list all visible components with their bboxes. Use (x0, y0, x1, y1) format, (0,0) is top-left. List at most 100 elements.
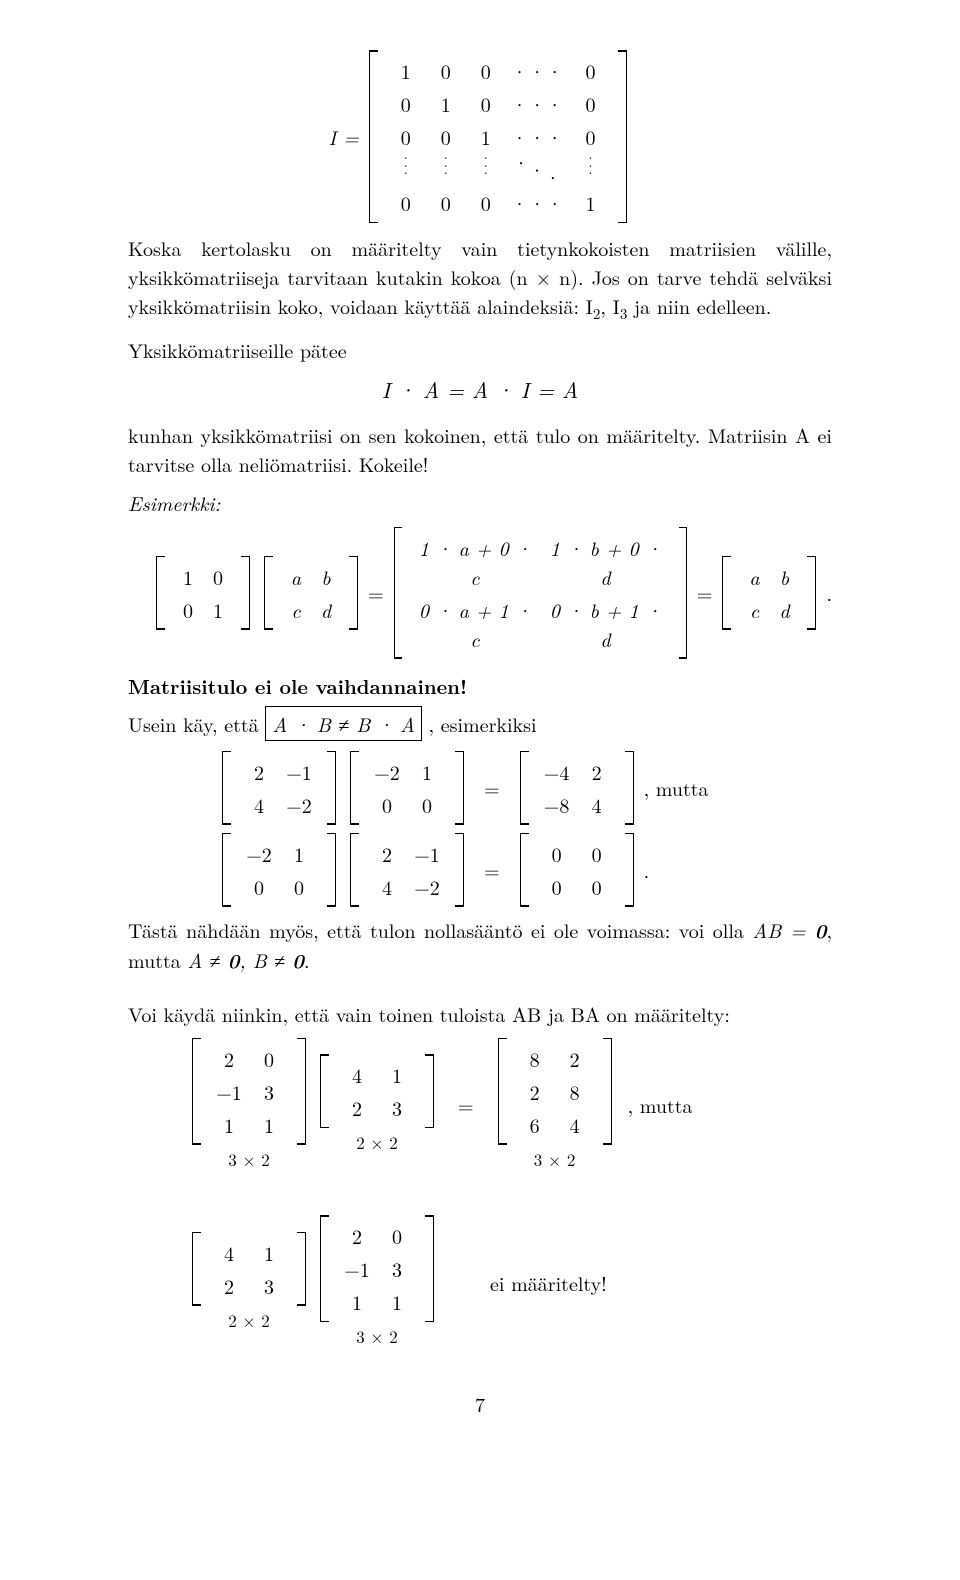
cell: 2 (555, 1042, 595, 1075)
cell: −1 (337, 1252, 377, 1285)
ex2a-m2: −21 00 (350, 751, 464, 825)
ex2b-m2: 2−1 4−2 (350, 833, 464, 907)
cell: 0 (203, 560, 233, 593)
ex3b-m2: 20 −13 11 (320, 1215, 434, 1322)
example-1-equation: 10 01 ab cd = 1 · a + 0 · c1 · b + 0 · d… (128, 527, 832, 659)
para1-end: ja niin edelleen. (627, 291, 771, 320)
ex3a-res-dim: 3 × 2 (534, 1147, 576, 1172)
cell: 1 (279, 837, 319, 870)
cell: −2 (407, 870, 447, 903)
paragraph-2: Yksikkömatriiseille pätee (128, 335, 832, 364)
cell: 2 (367, 837, 407, 870)
equals-sign: = (444, 1090, 488, 1119)
para1-mid: , I (600, 291, 619, 320)
cell: 4 (209, 1236, 249, 1269)
cell: 0 (249, 1042, 289, 1075)
ex2a-res: −42 −84 (520, 751, 634, 825)
ex3a-m2-dim: 2 × 2 (356, 1130, 398, 1155)
cell: 0 (279, 870, 319, 903)
page-number: 7 (128, 1389, 832, 1418)
ex1-mmid: 1 · a + 0 · c1 · b + 0 · d 0 · a + 1 · c… (394, 527, 687, 659)
ex3a-m1-stack: 20 −13 11 3 × 2 (188, 1038, 310, 1172)
heading-noncommutative: Matriisitulo ei ole vaihdannainen! (128, 671, 832, 700)
identity-matrix: 100···0 010···0 001···0 ··· ··· ··· ··· … (369, 50, 628, 223)
cell: 1 (209, 1108, 249, 1141)
ex3a-m1: 20 −13 11 (192, 1038, 306, 1145)
example-2b-equation: −21 00 2−1 4−2 = 00 00 . (128, 833, 832, 907)
ex3a-m2-stack: 41 23 2 × 2 (316, 1054, 438, 1155)
cell: 0 (367, 788, 407, 821)
cell: b (769, 560, 799, 593)
ex3b-m2-dim: 3 × 2 (356, 1324, 398, 1349)
cell: −1 (279, 755, 319, 788)
cell: 0 (577, 870, 617, 903)
equals-sign: = (474, 855, 510, 884)
para4d: A ≠ 0, B ≠ 0 (187, 945, 304, 974)
cell: 0 · b + 1 · d (540, 593, 670, 655)
cell: −2 (279, 788, 319, 821)
cell: 4 (239, 788, 279, 821)
period: . (826, 578, 832, 607)
paragraph-4: Tästä nähdään myös, että tulon nollasään… (128, 915, 832, 975)
cell: 4 (555, 1108, 595, 1141)
ex2b-m1: −21 00 (222, 833, 336, 907)
example-2a-equation: 2−1 4−2 −21 00 = −42 −84 , mutta (128, 751, 832, 825)
cell: −8 (537, 788, 577, 821)
cell: −1 (209, 1075, 249, 1108)
cell: a (739, 560, 769, 593)
cell: b (311, 560, 341, 593)
noncomm-line: Usein käy, että A · B ≠ B · A , esimerki… (128, 706, 832, 741)
cell: 0 · a + 1 · c (410, 593, 540, 655)
ex3b-m1-dim: 2 × 2 (228, 1308, 270, 1333)
cell: 1 · b + 0 · d (540, 531, 670, 593)
cell: 8 (555, 1075, 595, 1108)
cell: 4 (337, 1058, 377, 1091)
cell: d (769, 593, 799, 626)
cell: 2 (515, 1075, 555, 1108)
cell: 0 (173, 593, 203, 626)
cell: −2 (367, 755, 407, 788)
cell: 3 (249, 1269, 289, 1302)
cell: 2 (337, 1091, 377, 1124)
ex2a-tail: , mutta (644, 773, 709, 802)
example-3a-equation: 20 −13 11 3 × 2 41 23 2 × 2 = 82 28 (128, 1038, 832, 1172)
ex3b-m2-stack: 20 −13 11 3 × 2 (316, 1215, 438, 1349)
cell: 1 (249, 1236, 289, 1269)
cell: 1 (249, 1108, 289, 1141)
ex2a-m1: 2−1 4−2 (222, 751, 336, 825)
paragraph-5: Voi käydä niinkin, että vain toinen tulo… (128, 999, 832, 1028)
ex1-m2: ab cd (264, 556, 358, 630)
noncomm-pre: Usein käy, että (128, 709, 265, 738)
cell: 6 (515, 1108, 555, 1141)
cell: 2 (337, 1219, 377, 1252)
noncomm-post: , esimerkiksi (429, 709, 537, 738)
cell: 4 (367, 870, 407, 903)
para4e: . (304, 945, 310, 974)
equals-sign: = (474, 773, 510, 802)
cell: c (739, 593, 769, 626)
cell: 2 (209, 1042, 249, 1075)
ex3b-m1-stack: 41 23 2 × 2 (188, 1232, 310, 1333)
ex3a-res: 82 28 64 (498, 1038, 612, 1145)
ex3b-m1: 41 23 (192, 1232, 306, 1306)
cell: 0 (407, 788, 447, 821)
equals-sign: = (697, 578, 713, 607)
cell: 3 (249, 1075, 289, 1108)
cell: 1 (203, 593, 233, 626)
cell: 0 (377, 1219, 417, 1252)
cell: 4 (577, 788, 617, 821)
cell: 0 (577, 837, 617, 870)
cell: 1 · a + 0 · c (410, 531, 540, 593)
cell: 0 (537, 870, 577, 903)
cell: 0 (537, 837, 577, 870)
ex3b-tail: ei määritelty! (490, 1268, 607, 1297)
identity-matrix-equation: I = 100···0 010···0 001···0 ··· ··· ··· … (128, 50, 832, 223)
cell: 0 (239, 870, 279, 903)
cell: 1 (407, 755, 447, 788)
para4b: AB = 0 (752, 915, 826, 944)
identity-lhs: I = (329, 122, 359, 151)
ex2b-res: 00 00 (520, 833, 634, 907)
para4a: Tästä nähdään myös, että tulon nollasään… (128, 915, 752, 944)
cell: 2 (577, 755, 617, 788)
ex3a-tail: , mutta (622, 1090, 693, 1119)
